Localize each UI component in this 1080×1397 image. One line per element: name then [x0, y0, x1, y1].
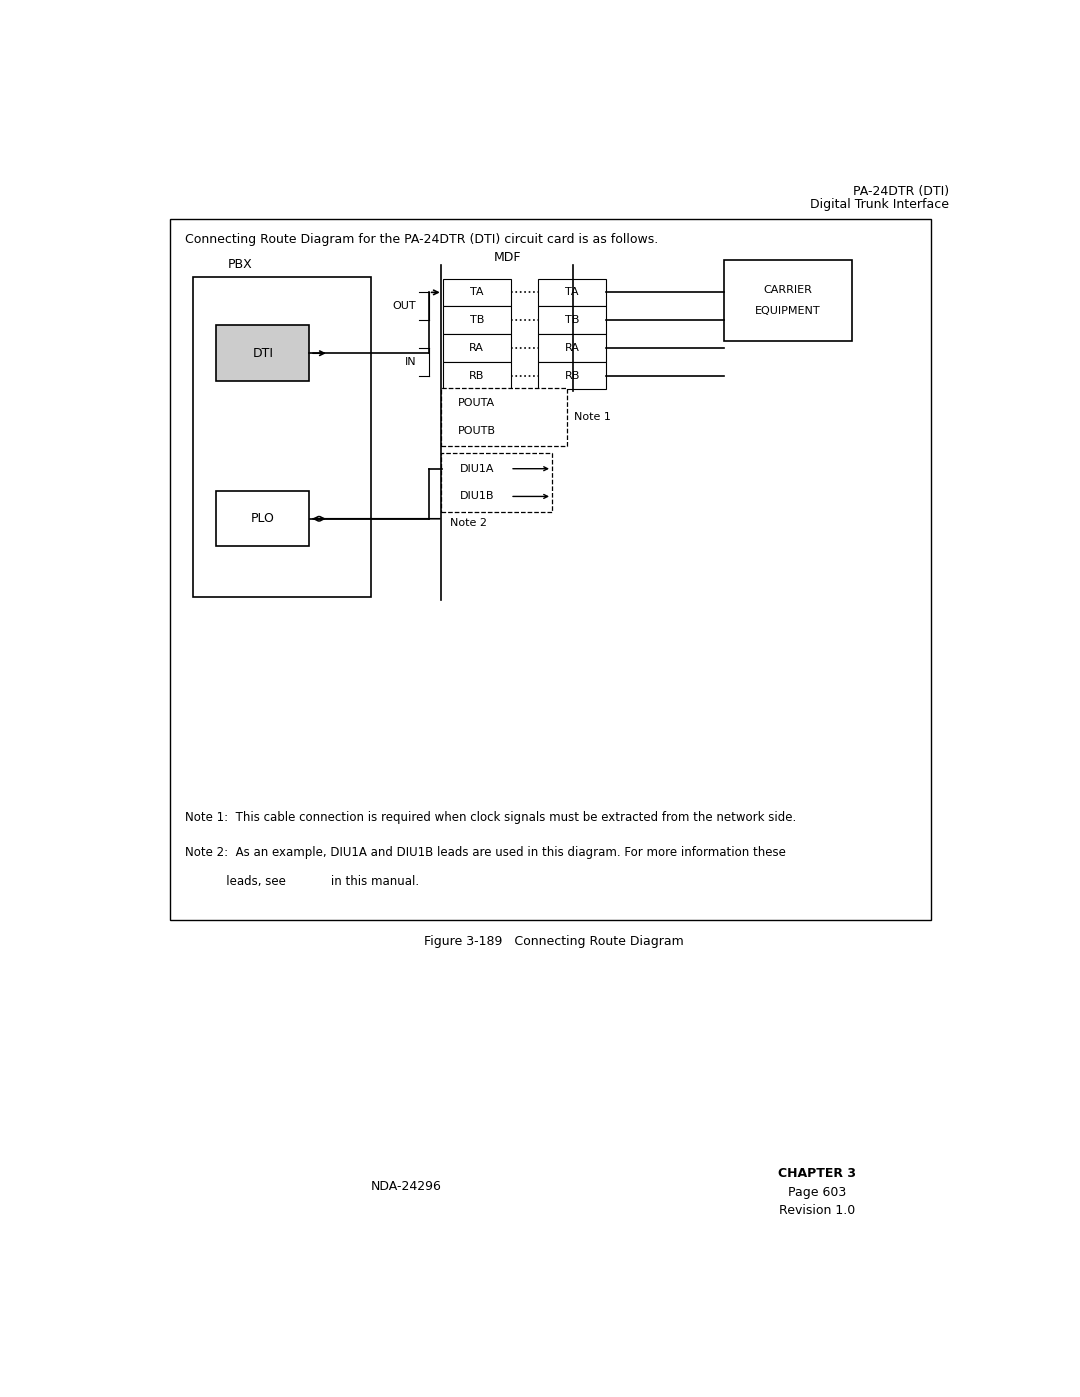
Bar	[443, 455, 511, 482]
Text: TB: TB	[565, 316, 579, 326]
Text: RB: RB	[469, 370, 485, 380]
Bar	[441, 388, 567, 447]
Text: CHAPTER 3: CHAPTER 3	[778, 1166, 856, 1180]
Bar	[538, 306, 606, 334]
Bar	[170, 219, 931, 921]
Text: Note 1:  This cable connection is required when clock signals must be extracted : Note 1: This cable connection is require…	[186, 810, 797, 824]
Text: MDF: MDF	[494, 251, 521, 264]
Bar	[216, 490, 309, 546]
Text: CARRIER: CARRIER	[764, 285, 812, 295]
Bar	[216, 326, 309, 381]
Text: Note 2: Note 2	[450, 518, 487, 528]
Text: TA: TA	[565, 288, 579, 298]
Text: NDA-24296: NDA-24296	[370, 1180, 442, 1193]
Text: EQUIPMENT: EQUIPMENT	[755, 306, 821, 316]
Bar	[441, 453, 552, 511]
Bar	[193, 277, 372, 597]
Text: Note 1: Note 1	[573, 412, 610, 422]
Bar	[443, 482, 511, 510]
Bar	[724, 260, 852, 341]
Bar	[538, 334, 606, 362]
Text: DIU1A: DIU1A	[459, 464, 494, 474]
Text: DTI: DTI	[253, 346, 273, 359]
Bar	[443, 334, 511, 362]
Bar	[443, 306, 511, 334]
Bar	[443, 390, 511, 418]
Text: leads, see            in this manual.: leads, see in this manual.	[186, 876, 419, 888]
Text: Connecting Route Diagram for the PA-24DTR (DTI) circuit card is as follows.: Connecting Route Diagram for the PA-24DT…	[186, 233, 659, 246]
Text: DIU1B: DIU1B	[459, 492, 494, 502]
Bar	[538, 362, 606, 390]
Bar	[443, 418, 511, 444]
Bar	[443, 362, 511, 390]
Text: IN: IN	[405, 356, 416, 366]
Bar	[443, 278, 511, 306]
Text: RA: RA	[565, 342, 580, 353]
Text: OUT: OUT	[393, 302, 416, 312]
Bar	[538, 278, 606, 306]
Text: PA-24DTR (DTI): PA-24DTR (DTI)	[852, 184, 948, 197]
Text: TA: TA	[470, 288, 484, 298]
Text: RB: RB	[565, 370, 580, 380]
Text: PLO: PLO	[251, 513, 274, 525]
Text: POUTB: POUTB	[458, 426, 496, 436]
Text: Digital Trunk Interface: Digital Trunk Interface	[810, 198, 948, 211]
Text: Revision 1.0: Revision 1.0	[779, 1204, 855, 1217]
Text: POUTA: POUTA	[458, 398, 496, 408]
Text: PBX: PBX	[228, 258, 253, 271]
Text: RA: RA	[470, 342, 484, 353]
Text: Figure 3-189   Connecting Route Diagram: Figure 3-189 Connecting Route Diagram	[423, 936, 684, 949]
Text: Page 603: Page 603	[788, 1186, 846, 1199]
Text: TB: TB	[470, 316, 484, 326]
Text: Note 2:  As an example, DIU1A and DIU1B leads are used in this diagram. For more: Note 2: As an example, DIU1A and DIU1B l…	[186, 847, 786, 859]
